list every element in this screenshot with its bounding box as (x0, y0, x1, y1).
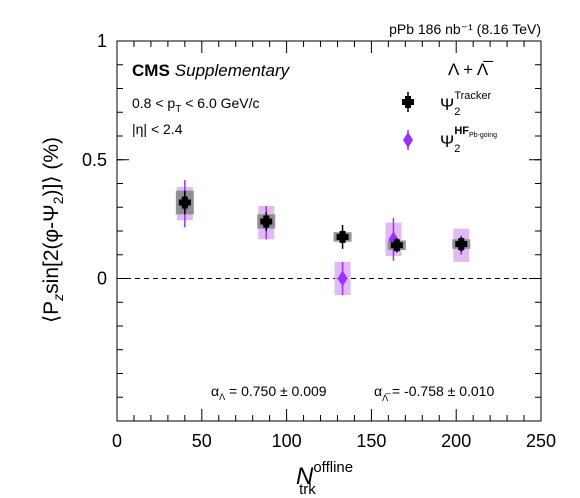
x-axis-label-sub: trk (299, 481, 316, 498)
x-axis-label-sup: offline (313, 459, 353, 476)
experiment-name: CMS (132, 61, 170, 80)
particle-label: Λ + Λ̅ (448, 60, 493, 79)
x-axis-label: Noffline trk (296, 459, 353, 498)
x-tick-label: 200 (441, 431, 471, 451)
data-point-tracker (455, 238, 468, 251)
y-axis-label-part1: ⟨P (40, 301, 63, 323)
eta-cut-label: |η| < 2.4 (132, 121, 183, 137)
legend-tracker-symbol: Ψ (440, 95, 454, 114)
alpha-lambda-value: = 0.750 ± 0.009 (225, 383, 327, 399)
y-axis-label-part2: sin[2(φ-Ψ (40, 204, 63, 294)
alpha-antilambda-label: αΛ̅ = -0.758 ± 0.010 (374, 383, 494, 403)
legend-hf-sup-sub: Pb-going (469, 132, 497, 139)
data-point-hf (337, 270, 348, 287)
alpha-lambda-symbol: α (211, 383, 219, 399)
y-axis-label: ⟨Pzsin[2(φ-Ψ2)]⟩ (%) (40, 137, 66, 323)
x-tick-label: 0 (112, 431, 122, 451)
data-point-tracker (336, 230, 349, 243)
y-tick-label: 0.5 (82, 150, 107, 170)
legend-label-hf: Ψ2 HFPb-going (440, 125, 497, 155)
x-tick-label: 100 (272, 431, 302, 451)
x-tick-label: 250 (526, 431, 556, 451)
luminosity-label: pPb 186 nb⁻¹ (8.16 TeV) (389, 21, 541, 37)
x-tick-label: 50 (192, 431, 212, 451)
data-point-tracker (390, 239, 403, 252)
experiment-tag: Supplementary (175, 61, 291, 80)
x-tick-label: 150 (356, 431, 386, 451)
legend-tracker-sub: 2 (454, 106, 460, 118)
alpha-antilambda-symbol: α (374, 383, 382, 399)
pt-cut-prefix: 0.8 < p (132, 95, 175, 111)
alpha-antilambda-value: = -0.758 ± 0.010 (388, 383, 494, 399)
data-points (178, 179, 468, 296)
legend-marker-hf (403, 130, 413, 150)
y-tick-label: 0 (97, 269, 107, 289)
data-point-tracker (178, 196, 191, 209)
pt-cut-suffix: < 6.0 GeV/c (181, 95, 259, 111)
legend-label-tracker: Ψ2 Tracker (440, 90, 492, 118)
alpha-lambda-label: αΛ = 0.750 ± 0.009 (211, 383, 327, 402)
x-axis-label-main: N (296, 463, 314, 490)
y-tick-label: 1 (97, 31, 107, 51)
pt-cut-label: 0.8 < pT < 6.0 GeV/c (132, 95, 260, 115)
legend-tracker-sup: Tracker (454, 90, 491, 102)
y-axis-label-part3: )]⟩ (%) (40, 137, 63, 197)
pt-cut-subscript: T (175, 104, 181, 115)
axis-ticks: 0 50 100 150 200 250 0 0.5 1 (82, 31, 556, 451)
alpha-lambda-sub: Λ (219, 392, 225, 402)
legend-hf-sup: HF (454, 125, 469, 137)
y-axis-label-sub2: 2 (50, 196, 66, 204)
y-axis-label-sub1: z (50, 294, 66, 302)
cms-label: CMS Supplementary (132, 61, 291, 80)
data-point-tracker (260, 215, 273, 228)
legend-hf-symbol: Ψ (440, 132, 454, 151)
legend: Ψ2Tracker Ψ2HFPb-going (402, 90, 497, 155)
legend-marker-tracker (402, 92, 414, 112)
alpha-antilambda-sub: Λ̅ (382, 393, 391, 403)
legend-hf-sub: 2 (454, 143, 460, 155)
